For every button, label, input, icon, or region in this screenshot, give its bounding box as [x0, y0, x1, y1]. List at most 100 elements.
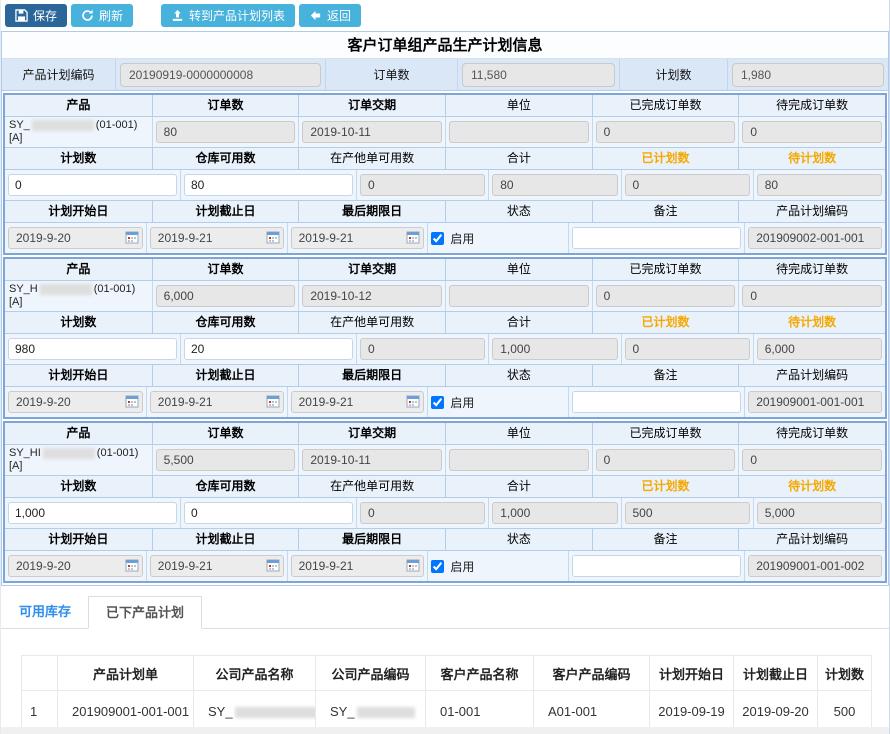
total-field: 80 [492, 174, 618, 196]
warehouse-available-input[interactable] [184, 338, 353, 360]
tab-available-inventory[interactable]: 可用库存 [19, 604, 72, 619]
unit-field [449, 449, 589, 471]
remark-input[interactable] [572, 391, 742, 413]
product-name: SY_ (01-001) [A] [9, 119, 138, 144]
header-order-qty: 订单数 [151, 259, 299, 280]
header-plan-end: 计划截止日 [151, 365, 299, 386]
header-plan-qty: 计划数 [60, 479, 97, 493]
calendar-icon[interactable] [125, 230, 139, 247]
header-remark: 备注 [591, 201, 739, 222]
order-due-field: 2019-10-11 [302, 121, 442, 143]
to-plan-qty-field: 5,000 [756, 502, 882, 524]
total-field: 1,000 [492, 338, 618, 360]
plan-start-date-picker[interactable]: 2019-9-20 [8, 555, 143, 577]
calendar-icon[interactable] [266, 558, 280, 575]
plan-start-date-picker[interactable]: 2019-9-20 [8, 227, 143, 249]
plan-end-date-picker[interactable]: 2019-9-21 [149, 555, 284, 577]
remark-input[interactable] [572, 555, 742, 577]
header-remark: 备注 [591, 365, 739, 386]
enabled-label: 启用 [450, 395, 475, 410]
header-total: 合计 [445, 312, 592, 333]
header-plan-end: 计划截止日 [151, 529, 299, 550]
cell-plan-no: 201909001-001-001 [57, 690, 194, 733]
col-plan-no: 产品计划单 [57, 655, 194, 691]
enabled-checkbox[interactable] [431, 559, 445, 573]
header-planned-qty: 已计划数 [591, 148, 739, 169]
col-company-product-code: 公司产品编码 [315, 655, 426, 691]
refresh-icon [81, 9, 94, 22]
col-customer-product-code: 客户产品编码 [533, 655, 650, 691]
header-plan-code: 产品计划编码 [738, 201, 885, 222]
header-warehouse-available: 仓库可用数 [151, 312, 299, 333]
calendar-icon[interactable] [266, 230, 280, 247]
header-warehouse-available: 仓库可用数 [151, 148, 299, 169]
header-completed-orders: 已完成订单数 [591, 95, 739, 116]
calendar-icon[interactable] [125, 394, 139, 411]
save-icon [15, 9, 28, 22]
header-product: 产品 [66, 98, 91, 112]
header-deadline: 最后期限日 [298, 365, 445, 386]
goto-plan-list-button[interactable]: 转到产品计划列表 [161, 4, 296, 27]
back-button[interactable]: 返回 [299, 4, 362, 27]
header-order-qty: 订单数 [151, 95, 299, 116]
deadline-date-picker[interactable]: 2019-9-21 [290, 391, 425, 413]
cell-plan-start: 2019-09-19 [649, 690, 734, 733]
plan-qty-input[interactable] [8, 174, 177, 196]
planned-qty-field: 500 [624, 502, 750, 524]
pending-orders-field: 0 [742, 285, 882, 307]
order-qty-field: 80 [155, 121, 296, 143]
deadline-date-picker[interactable]: 2019-9-21 [290, 555, 425, 577]
header-total: 合计 [445, 476, 592, 497]
deadline-date-picker[interactable]: 2019-9-21 [290, 227, 425, 249]
plan-code-field: 201909001-001-002 [748, 555, 882, 577]
remark-input[interactable] [572, 227, 742, 249]
plan-end-date-picker[interactable]: 2019-9-21 [149, 227, 284, 249]
plan-start-date-picker[interactable]: 2019-9-20 [8, 391, 143, 413]
plan-qty-input[interactable] [8, 338, 177, 360]
header-total: 合计 [445, 148, 592, 169]
header-pending-orders: 待完成订单数 [738, 95, 885, 116]
plan-qty-input[interactable] [8, 502, 177, 524]
plan-block-2: 产品 订单数 订单交期 单位 已完成订单数 待完成订单数 SY_H (01-001… [3, 257, 887, 419]
refresh-button[interactable]: 刷新 [71, 4, 134, 27]
warehouse-available-input[interactable] [184, 502, 353, 524]
header-other-order-available: 在产他单可用数 [298, 312, 445, 333]
plan-info-panel: 客户订单组产品生产计划信息 产品计划编码 20190919-0000000008… [1, 31, 889, 586]
calendar-icon[interactable] [406, 558, 420, 575]
other-order-available-field: 0 [360, 338, 486, 360]
header-plan-code: 产品计划编码 [738, 529, 885, 550]
col-rownum [21, 655, 58, 691]
calendar-icon[interactable] [406, 394, 420, 411]
other-order-available-field: 0 [360, 502, 486, 524]
product-name: SY_H (01-001) [A] [9, 283, 136, 308]
col-plan-qty: 计划数 [817, 655, 872, 691]
enabled-checkbox[interactable] [431, 231, 445, 245]
order-due-field: 2019-10-12 [302, 285, 442, 307]
header-plan-start: 计划开始日 [48, 368, 109, 382]
plan-qty-field: 1,980 [732, 62, 884, 87]
horizontal-scrollbar-track[interactable] [1, 727, 889, 734]
calendar-icon[interactable] [406, 230, 420, 247]
cell-company-product-code: SY_ [315, 690, 426, 733]
plan-code-field: 201909001-001-001 [748, 391, 882, 413]
plan-end-date-picker[interactable]: 2019-9-21 [149, 391, 284, 413]
tab-placed-product-plans[interactable]: 已下产品计划 [88, 596, 203, 629]
cell-plan-qty: 500 [817, 690, 872, 733]
enabled-checkbox[interactable] [431, 395, 445, 409]
header-order-due: 订单交期 [298, 259, 445, 280]
redacted-text [31, 119, 94, 131]
table-row[interactable]: 1 201909001-001-001 SY_ SY_ 01-001 A01-0… [21, 690, 872, 733]
other-order-available-field: 0 [360, 174, 486, 196]
header-completed-orders: 已完成订单数 [591, 259, 739, 280]
header-to-plan-qty: 待计划数 [738, 148, 885, 169]
enabled-label: 启用 [450, 559, 475, 574]
header-pending-orders: 待完成订单数 [738, 423, 885, 444]
calendar-icon[interactable] [266, 394, 280, 411]
warehouse-available-input[interactable] [184, 174, 353, 196]
header-unit: 单位 [445, 423, 592, 444]
calendar-icon[interactable] [125, 558, 139, 575]
header-deadline: 最后期限日 [298, 201, 445, 222]
redacted-text [42, 447, 95, 459]
redacted-text [356, 707, 415, 719]
save-button[interactable]: 保存 [5, 4, 68, 27]
